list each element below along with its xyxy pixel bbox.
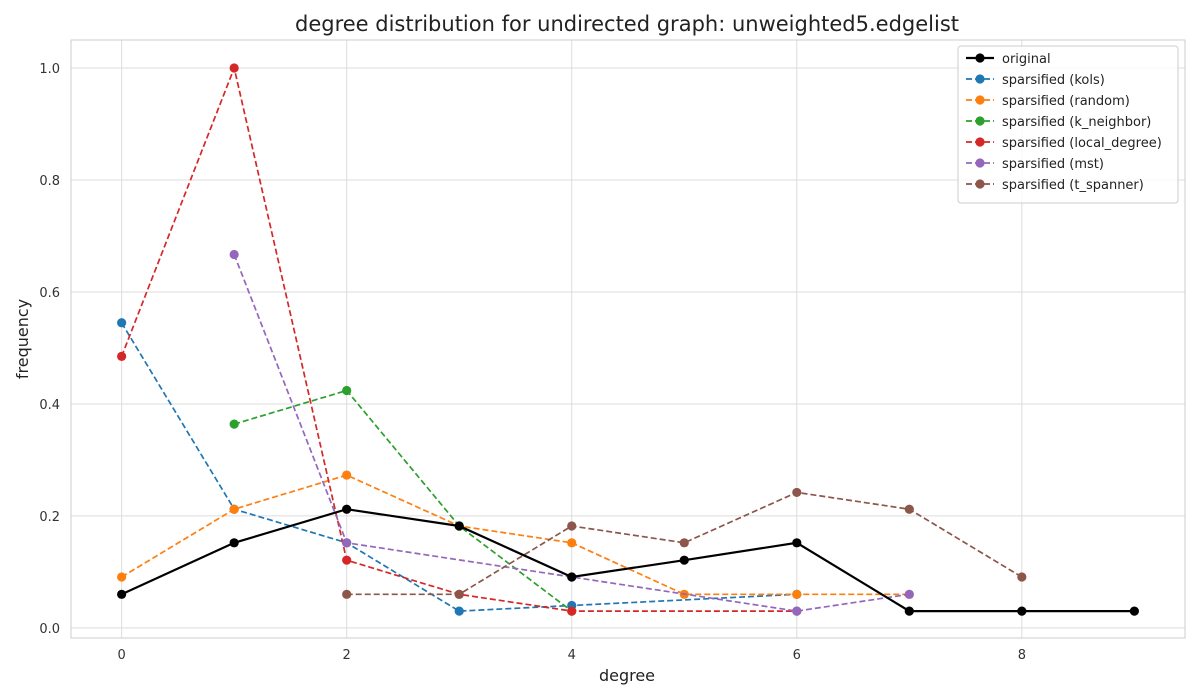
data-point	[342, 504, 352, 514]
legend-item: original	[966, 52, 1051, 67]
data-point	[229, 538, 239, 548]
data-point	[567, 572, 577, 582]
y-tick-label: 0.6	[39, 286, 60, 301]
x-tick-label: 4	[568, 648, 576, 663]
y-axis-label: frequency	[13, 299, 32, 379]
series-original	[117, 504, 1139, 616]
x-tick-label: 6	[793, 648, 801, 663]
legend-label: original	[1002, 52, 1051, 67]
legend-item: sparsified (kols)	[966, 73, 1105, 88]
data-point	[1129, 606, 1139, 616]
plot-frame	[70, 39, 1186, 639]
legend-marker	[975, 116, 985, 126]
data-point	[117, 572, 127, 582]
data-point	[792, 606, 802, 616]
data-point	[342, 470, 352, 480]
data-point	[792, 589, 802, 599]
x-tick-label: 8	[1018, 648, 1026, 663]
data-point	[792, 487, 802, 498]
chart-title: degree distribution for undirected graph…	[295, 12, 959, 36]
legend-item: sparsified (local_degree)	[966, 136, 1162, 151]
legend-marker	[975, 179, 985, 189]
y-tick-label: 0.2	[39, 510, 60, 525]
data-point	[342, 555, 352, 565]
legend-label: sparsified (kols)	[1002, 73, 1105, 88]
data-point	[679, 555, 689, 565]
y-tick-label: 0.8	[39, 174, 60, 189]
data-point	[567, 521, 577, 531]
data-point	[454, 521, 464, 531]
data-point	[1017, 606, 1027, 616]
y-tick-label: 0.4	[39, 398, 60, 413]
data-point	[117, 318, 127, 328]
series-line	[120, 65, 797, 612]
data-point	[904, 504, 914, 514]
series-sparsified-t-spanner	[342, 487, 1027, 599]
data-point	[567, 606, 577, 616]
legend-item: sparsified (k_neighbor)	[966, 115, 1151, 130]
data-point	[117, 589, 127, 599]
series-line	[233, 254, 910, 612]
data-point	[792, 538, 802, 548]
y-tick-label: 1.0	[39, 62, 60, 77]
data-point	[117, 351, 127, 361]
legend-item: sparsified (mst)	[966, 157, 1104, 172]
legend-label: sparsified (local_degree)	[1002, 136, 1162, 151]
data-point	[342, 589, 352, 599]
legend-box	[957, 45, 1179, 204]
legend-marker	[975, 137, 985, 147]
series-sparsified-local-degree	[117, 63, 802, 616]
series-line	[120, 322, 797, 612]
legend-item: sparsified (t_spanner)	[966, 178, 1144, 193]
legend-marker	[975, 74, 985, 84]
legend-marker	[975, 158, 985, 168]
legend-label: sparsified (random)	[1002, 94, 1130, 109]
series-line	[121, 474, 910, 596]
x-axis-label: degree	[599, 666, 655, 685]
y-tick-label: 0.0	[39, 622, 60, 637]
data-point	[454, 606, 464, 616]
data-point	[567, 538, 577, 548]
series-sparsified-kols	[117, 318, 802, 616]
data-point	[342, 385, 352, 396]
legend: original sparsified (kols) sparsified (ran…	[957, 45, 1179, 204]
tick-layer: 0 2 4 6 8 0.0 0.2 0.4 0.6 0.8 1.0	[39, 62, 1026, 663]
data-point	[1017, 572, 1027, 582]
data-point	[229, 249, 239, 260]
data-point	[679, 538, 689, 548]
series-layer	[117, 63, 1139, 616]
data-point	[904, 589, 914, 599]
data-point	[229, 419, 239, 429]
data-point	[229, 63, 239, 73]
data-point	[229, 504, 239, 514]
series-line	[121, 508, 1135, 613]
data-point	[342, 538, 352, 548]
legend-label: sparsified (t_spanner)	[1002, 178, 1144, 193]
legend-label: sparsified (mst)	[1002, 157, 1104, 172]
x-tick-label: 0	[117, 648, 125, 663]
legend-item: sparsified (random)	[966, 94, 1130, 109]
x-tick-label: 2	[343, 648, 351, 663]
legend-marker	[975, 53, 985, 63]
legend-label: sparsified (k_neighbor)	[1002, 115, 1151, 130]
data-point	[454, 589, 464, 599]
legend-marker	[975, 95, 985, 105]
data-point	[904, 606, 914, 616]
